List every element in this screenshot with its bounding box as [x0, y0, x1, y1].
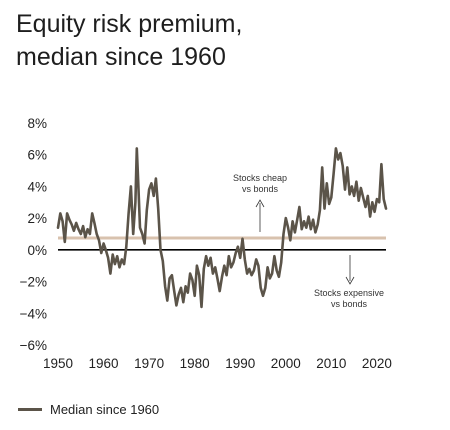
- y-tick-label: 8%: [27, 116, 47, 131]
- series-line: [56, 147, 388, 309]
- annotation-cheap-line-2: vs bonds: [242, 184, 279, 194]
- x-tick-label: 1980: [180, 356, 210, 371]
- x-tick-label: 1990: [225, 356, 255, 371]
- chart-title-line-1: Equity risk premium,: [16, 10, 243, 38]
- annotation-cheap-arrowhead: [255, 199, 265, 208]
- x-tick-label: 2000: [271, 356, 301, 371]
- y-tick-label: −6%: [20, 338, 47, 353]
- legend-label: Median since 1960: [50, 401, 160, 417]
- y-tick-label: 2%: [27, 211, 47, 226]
- y-tick-label: 6%: [27, 148, 47, 163]
- annotation-expensive-line-1: Stocks expensive: [314, 288, 384, 298]
- y-tick-label: 4%: [27, 179, 47, 194]
- chart-title-line-2: median since 1960: [16, 43, 226, 71]
- annotation-expensive-arrowhead: [345, 276, 355, 285]
- x-tick-label: 2020: [362, 356, 392, 371]
- x-tick-label: 1960: [89, 356, 119, 371]
- y-tick-label: −4%: [20, 306, 47, 321]
- legend: Median since 1960: [18, 399, 159, 419]
- x-tick-label: 1970: [134, 356, 164, 371]
- annotation-cheap-line-1: Stocks cheap: [233, 173, 287, 183]
- x-tick-label: 2010: [316, 356, 346, 371]
- x-tick-label: 1950: [43, 356, 73, 371]
- annotation-expensive-line-2: vs bonds: [331, 299, 368, 309]
- legend-swatch: [18, 407, 42, 411]
- y-tick-label: −2%: [20, 275, 47, 290]
- y-tick-label: 0%: [27, 243, 47, 258]
- chart-title: Equity risk premium, median since 1960: [16, 8, 436, 74]
